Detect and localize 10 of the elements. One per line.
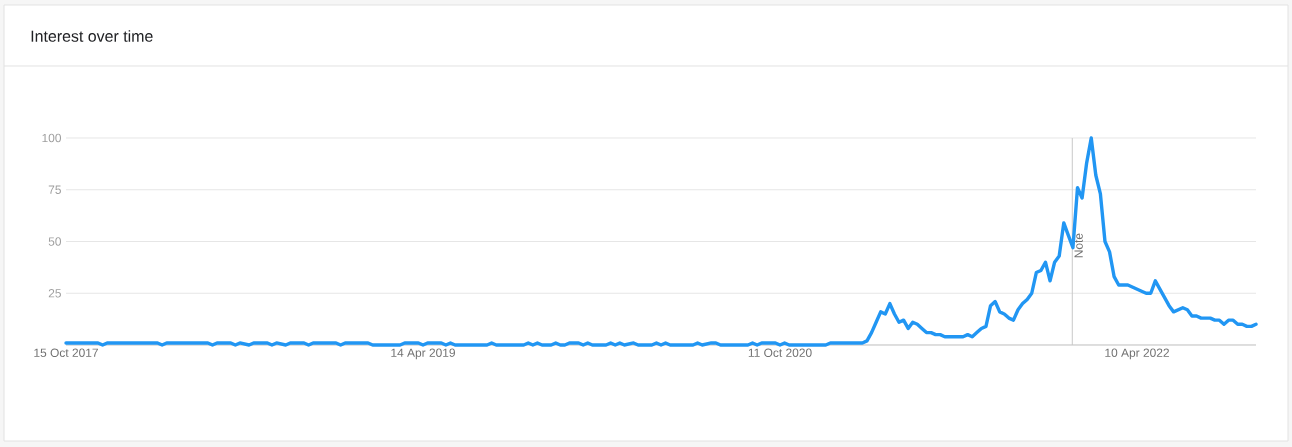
x-tick-label: 11 Oct 2020 (748, 348, 812, 357)
y-tick-label: 25 (48, 289, 61, 298)
x-tick-label: 15 Oct 2017 (34, 348, 98, 357)
y-tick-label: 100 (42, 133, 62, 143)
y-tick-label: 50 (48, 237, 62, 246)
chart-title: Interest over time (31, 30, 153, 42)
x-tick-label: 10 Apr 2022 (1105, 348, 1169, 360)
y-tick-label: 75 (48, 185, 61, 194)
x-tick-label: 14 Apr 2019 (391, 348, 455, 360)
ref-line-label: Note (1074, 233, 1083, 258)
